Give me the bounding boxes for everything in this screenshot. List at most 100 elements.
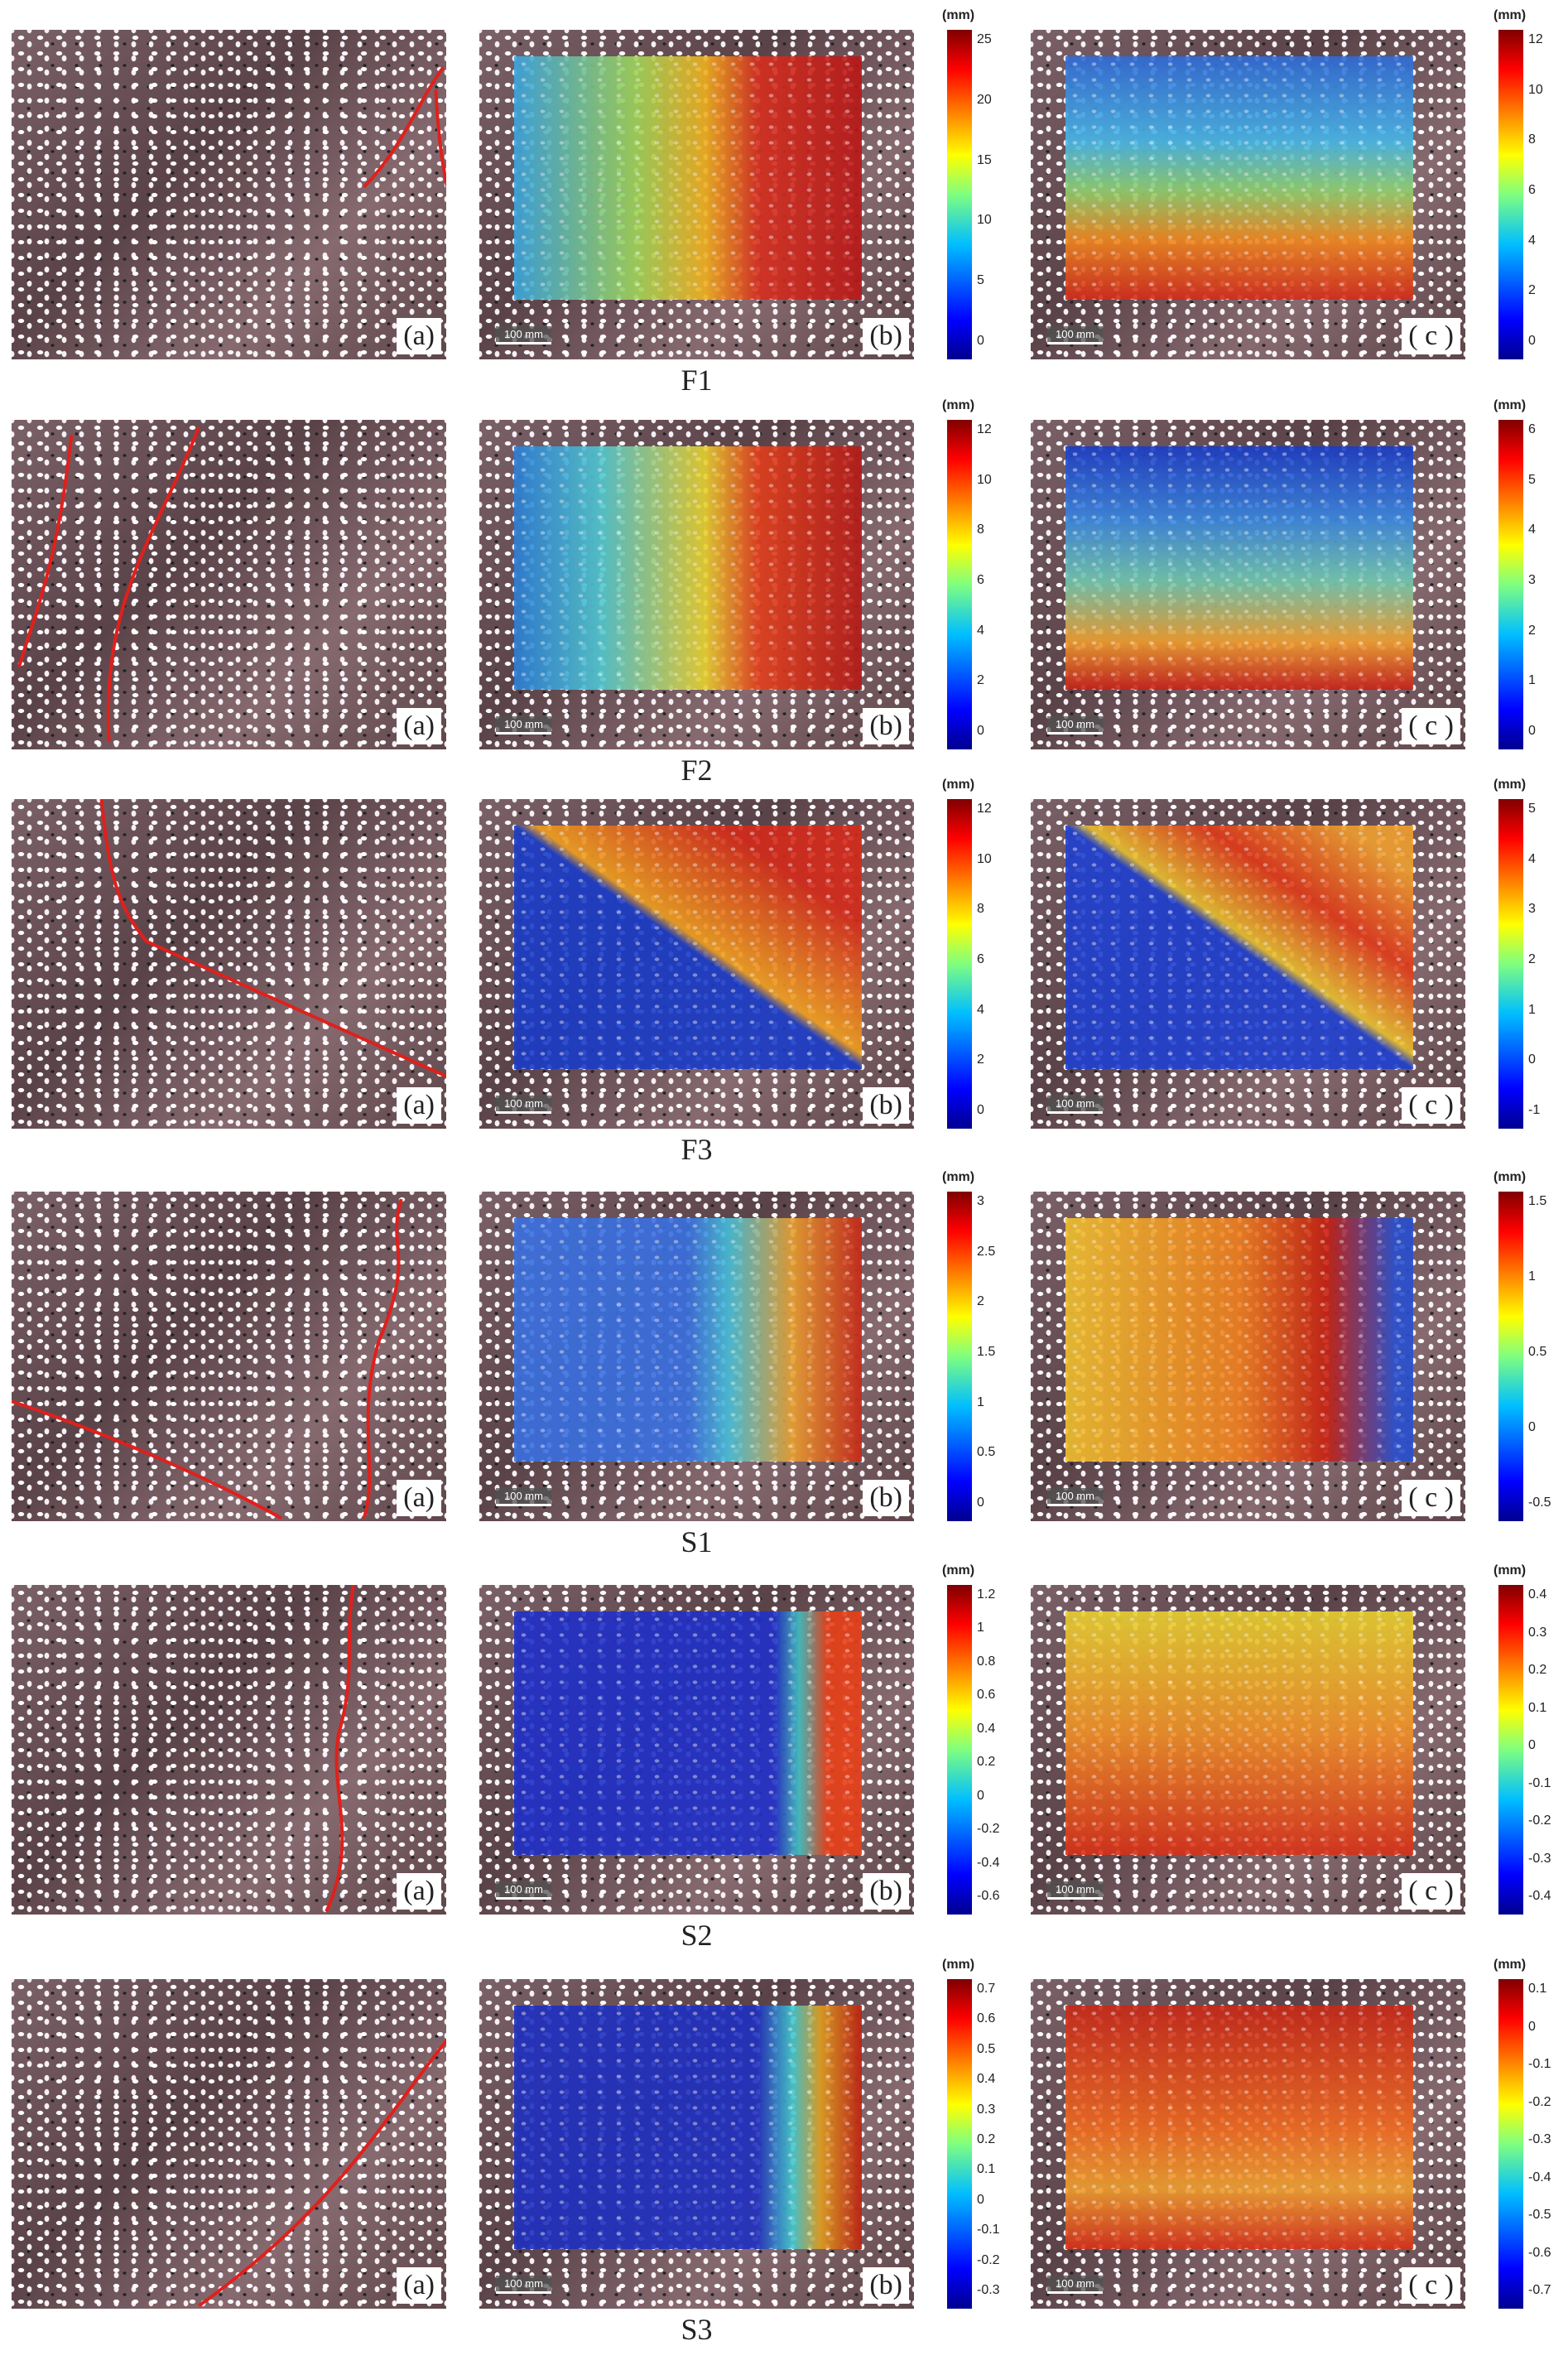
photo-panel: 100 mm (b) <box>479 1585 914 1915</box>
colorbar-tick-label: 5 <box>977 273 984 288</box>
colorbar-unit: (mm) <box>942 8 975 22</box>
colorbar-tick-label: 10 <box>977 851 992 866</box>
colorbar <box>1498 30 1523 359</box>
displacement-map <box>1065 446 1413 691</box>
colorbar-tick-label: 1 <box>1528 1269 1536 1284</box>
panel-label: (b) <box>863 1873 909 1910</box>
photo-panel: 100 mm (b) <box>479 799 914 1129</box>
colorbar-tick-label: -0.5 <box>1528 1496 1551 1510</box>
scale-bar: 100 mm <box>496 1881 551 1900</box>
colorbar <box>947 1585 972 1915</box>
colorbar-tick-label: 0.6 <box>977 2011 996 2026</box>
scale-bar: 100 mm <box>496 1096 551 1114</box>
colorbar-tick-label: 6 <box>1528 183 1536 197</box>
displacement-map <box>514 825 862 1070</box>
crack-line <box>19 435 71 667</box>
colorbar-tick-label: 6 <box>977 573 984 587</box>
colorbar-tick-label: 0 <box>977 724 984 738</box>
photo-panel: 100 mm ( c ) <box>1031 420 1465 749</box>
colorbar-tick-label: -0.3 <box>1528 1851 1551 1866</box>
colorbar-tick-label: -0.1 <box>977 2223 1000 2237</box>
row-label: F3 <box>681 1133 713 1166</box>
photo-panel: 100 mm (b) <box>479 420 914 749</box>
scale-bar: 100 mm <box>1047 1488 1103 1506</box>
colorbar-tick-label: 20 <box>977 92 992 107</box>
colorbar <box>947 420 972 749</box>
colorbar-tick-label: -0.7 <box>1528 2283 1551 2297</box>
colorbar-tick-label: -0.3 <box>1528 2132 1551 2146</box>
colorbar-tick-label: 0 <box>977 1788 984 1803</box>
colorbar-tick-label: 0.2 <box>977 2132 996 2146</box>
colorbar-tick-label: 1 <box>1528 1002 1536 1017</box>
photo-panel: (a) <box>12 1979 446 2309</box>
panel-label: (b) <box>863 318 909 354</box>
panel-label: (a) <box>397 1480 441 1516</box>
colorbar <box>947 1192 972 1521</box>
photo-panel: 100 mm ( c ) <box>1031 1979 1465 2309</box>
colorbar-unit: (mm) <box>1493 1958 1527 1972</box>
crack-lines <box>12 1192 446 1521</box>
colorbar-tick-label: 12 <box>1528 32 1543 46</box>
crack-line <box>363 1199 401 1518</box>
row-label: S3 <box>681 2313 713 2346</box>
panel-label: (b) <box>863 1480 909 1516</box>
photo-panel: (a) <box>12 420 446 749</box>
colorbar-tick-label: 0.1 <box>977 2162 996 2177</box>
colorbar-tick-label: -0.1 <box>1528 1775 1551 1790</box>
scale-bar: 100 mm <box>496 326 551 344</box>
crack-line <box>326 1585 354 1911</box>
colorbar-tick-label: 8 <box>977 902 984 917</box>
colorbar-unit: (mm) <box>942 1958 975 1972</box>
colorbar <box>947 30 972 359</box>
photo-panel: (a) <box>12 799 446 1129</box>
colorbar-tick-label: 4 <box>1528 233 1536 248</box>
displacement-map <box>1065 1217 1413 1462</box>
panel-label: (b) <box>863 2267 909 2304</box>
colorbar-tick-label: 0.5 <box>977 1445 996 1460</box>
row-label: F2 <box>681 754 713 787</box>
colorbar-tick-label: -0.4 <box>1528 2170 1551 2184</box>
row-label: S2 <box>681 1919 713 1952</box>
photo-panel: 100 mm ( c ) <box>1031 1585 1465 1915</box>
colorbar-tick-label: 12 <box>977 422 992 436</box>
colorbar-tick-label: 0 <box>1528 2019 1536 2034</box>
scale-bar: 100 mm <box>1047 326 1103 344</box>
scale-bar: 100 mm <box>496 716 551 735</box>
colorbar-unit: (mm) <box>1493 1563 1527 1577</box>
photo-panel: (a) <box>12 1585 446 1915</box>
colorbar-tick-label: 6 <box>977 952 984 966</box>
colorbar-tick-label: 0.3 <box>1528 1625 1547 1640</box>
photo-panel: 100 mm (b) <box>479 1979 914 2309</box>
colorbar-tick-label: 0 <box>977 2192 984 2207</box>
row-label: F1 <box>681 364 713 397</box>
colorbar-tick-label: 0.5 <box>1528 1345 1547 1359</box>
colorbar-tick-label: -0.4 <box>1528 1889 1551 1903</box>
photo-panel: 100 mm (b) <box>479 1192 914 1521</box>
colorbar-tick-label: 1.2 <box>977 1587 996 1602</box>
panel-label: ( c ) <box>1402 1480 1460 1516</box>
colorbar <box>1498 420 1523 749</box>
crack-line <box>102 799 446 1077</box>
row-label: S1 <box>681 1525 713 1558</box>
colorbar-tick-label: 1.5 <box>1528 1194 1547 1208</box>
colorbar-tick-label: -0.2 <box>977 2252 1000 2267</box>
panel-label: (a) <box>397 1087 441 1124</box>
colorbar-tick-label: 0.1 <box>1528 1982 1547 1996</box>
colorbar-tick-label: 0 <box>1528 334 1536 348</box>
colorbar-tick-label: -0.6 <box>1528 2245 1551 2260</box>
crack-lines <box>12 30 446 359</box>
colorbar-tick-label: 2 <box>977 673 984 688</box>
colorbar-tick-label: 1 <box>977 1394 984 1409</box>
colorbar-tick-label: 10 <box>1528 82 1543 97</box>
colorbar-tick-label: 1 <box>1528 673 1536 688</box>
panel-label: ( c ) <box>1402 708 1460 744</box>
colorbar-tick-label: 0.4 <box>977 2072 996 2087</box>
colorbar-tick-label: 0.2 <box>977 1755 996 1770</box>
crack-lines <box>12 1585 446 1915</box>
colorbar-tick-label: 0 <box>1528 1052 1536 1067</box>
displacement-map <box>514 1611 862 1856</box>
colorbar-tick-label: -0.1 <box>1528 2057 1551 2071</box>
colorbar-tick-label: 0 <box>977 1496 984 1510</box>
colorbar-tick-label: 12 <box>977 802 992 816</box>
